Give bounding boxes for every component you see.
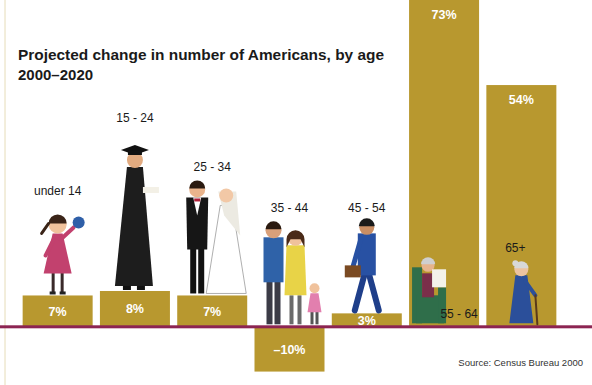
figure-part	[190, 245, 196, 293]
figure-part	[123, 286, 131, 290]
category-label: 25 - 34	[194, 160, 232, 174]
figure-part	[264, 237, 284, 282]
figure-part	[128, 151, 142, 155]
figure-elder	[509, 260, 537, 324]
figure-part	[127, 152, 143, 168]
figure-part	[52, 271, 55, 293]
bar	[486, 85, 556, 327]
data-labels: 7% 8% 7% –10% 3% 73% 54%	[49, 8, 534, 357]
figure-part	[49, 215, 67, 233]
subtitle: 2000–2020	[18, 66, 93, 83]
figure-part	[266, 221, 282, 229]
bar	[100, 291, 170, 327]
figure-part	[42, 223, 49, 233]
data-label: 7%	[49, 305, 67, 319]
figure-part	[310, 283, 320, 293]
category-label: 55 - 64	[440, 307, 478, 321]
figure-part	[512, 260, 518, 266]
title: Projected change in number of Americans,…	[18, 46, 384, 63]
figure-part	[535, 295, 537, 324]
figure-part	[137, 286, 145, 290]
figure-part	[266, 222, 282, 238]
figure-part	[46, 239, 54, 255]
figure-part	[194, 198, 200, 201]
figure-part	[186, 197, 208, 249]
figure-part	[143, 187, 159, 193]
baseline	[0, 325, 592, 328]
figure-part	[421, 257, 435, 264]
figure-part	[189, 181, 205, 197]
figure-part	[287, 230, 305, 247]
figure-part	[189, 180, 205, 188]
figure-part	[115, 167, 153, 286]
data-label: 8%	[126, 302, 144, 316]
figure-part	[345, 265, 361, 277]
source: Source: Census Bureau 2000	[458, 357, 583, 368]
figure-part	[359, 218, 375, 226]
figure-family	[264, 221, 322, 324]
bar	[255, 327, 325, 372]
bar	[23, 295, 93, 326]
figure-part	[525, 281, 535, 295]
page: {"chart_data": {"type": "bar", "title": …	[0, 0, 592, 385]
figure-part	[206, 205, 246, 293]
figure-part	[267, 280, 273, 324]
figure-part	[308, 293, 322, 312]
figure-girl	[42, 214, 85, 294]
category-labels: under 14 15 - 24 25 - 34 35 - 44 45 - 54 55 -…	[34, 111, 526, 321]
category-label: under 14	[34, 184, 82, 198]
figure-part	[61, 271, 64, 293]
figure-part	[285, 245, 307, 295]
data-label: 54%	[509, 93, 534, 107]
figure-businessman	[345, 218, 379, 310]
data-label: 73%	[432, 8, 457, 22]
figure-part	[219, 188, 233, 202]
data-label: 3%	[358, 314, 376, 328]
figure-part	[60, 291, 66, 294]
figure-part	[198, 245, 204, 293]
category-label: 35 - 44	[271, 201, 309, 215]
figure-part	[316, 311, 319, 324]
figure-part	[275, 280, 281, 324]
figure-part	[353, 239, 361, 267]
figure-part	[369, 273, 379, 310]
figure-couple	[186, 180, 246, 293]
figure-part	[432, 269, 446, 287]
figure-part	[298, 295, 302, 324]
figure-part	[290, 295, 294, 324]
bars	[23, 0, 557, 372]
figure-part	[44, 233, 72, 273]
figure-part	[311, 311, 314, 324]
figure-part	[49, 214, 67, 223]
category-label: 45 - 54	[348, 201, 386, 215]
figure-graduate	[115, 145, 159, 290]
bar	[332, 313, 402, 326]
data-label: –10%	[274, 343, 306, 357]
data-label: 7%	[203, 305, 221, 319]
chart: Projected change in number of Americans,…	[0, 0, 592, 385]
bar	[409, 0, 479, 327]
figure-part	[193, 197, 201, 215]
figure-part	[355, 273, 365, 310]
category-label: 65+	[505, 241, 525, 255]
figure-part	[509, 275, 533, 323]
figure-part	[73, 216, 85, 228]
figure-part	[121, 145, 149, 155]
figures	[42, 145, 538, 324]
bar	[177, 295, 247, 326]
figure-part	[50, 291, 56, 294]
category-label: 15 - 24	[116, 111, 154, 125]
figure-part	[206, 205, 246, 293]
